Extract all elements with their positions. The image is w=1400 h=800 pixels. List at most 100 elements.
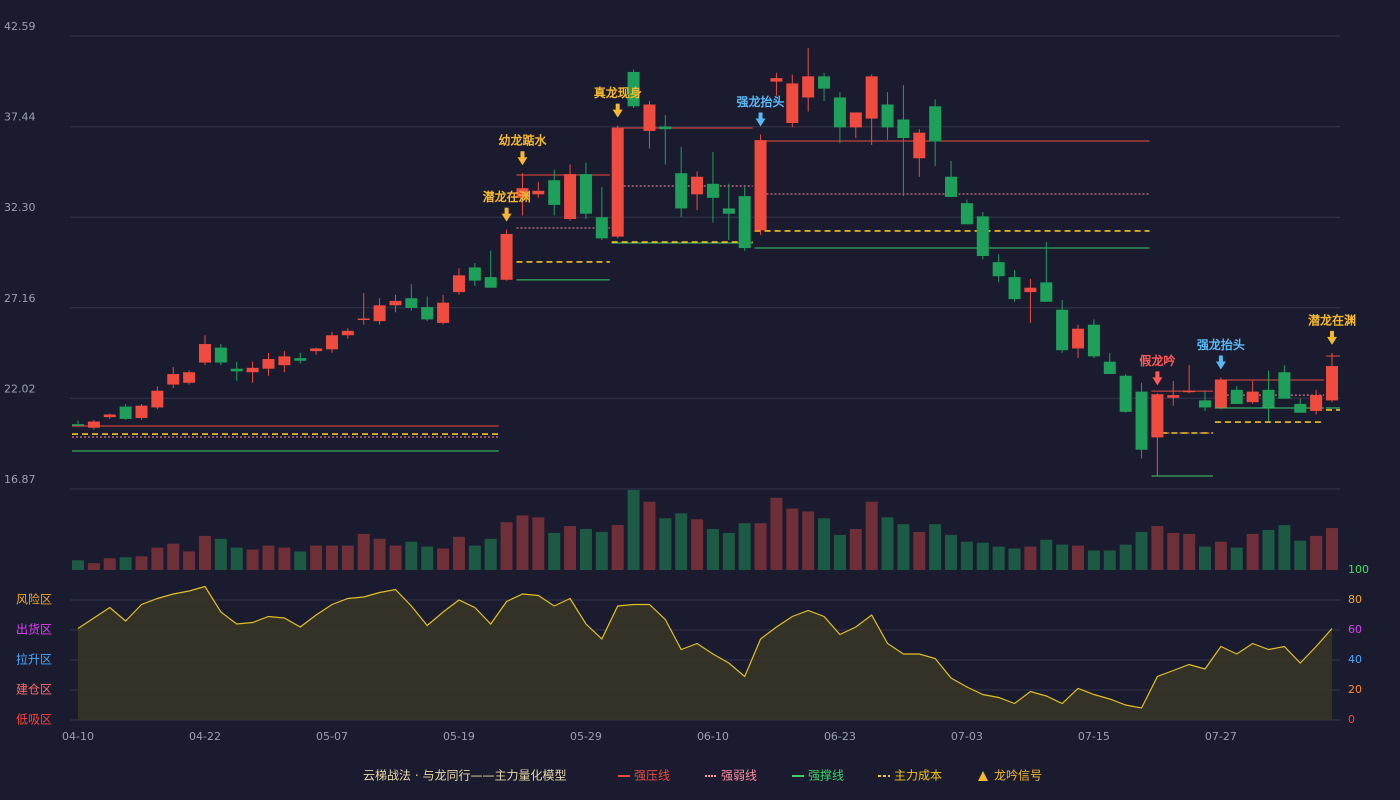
volume-bar bbox=[738, 523, 751, 570]
y2-tick-label: 80 bbox=[1348, 593, 1362, 606]
volume-bar bbox=[278, 547, 291, 570]
signal-arrow bbox=[612, 103, 623, 118]
candle-body bbox=[452, 275, 465, 293]
candle-body bbox=[1246, 391, 1259, 403]
volume-bar bbox=[849, 529, 862, 570]
candle-body bbox=[310, 348, 323, 352]
candle-body bbox=[627, 71, 640, 107]
legend-title: 云梯战法 · 与龙同行——主力量化模型 bbox=[363, 769, 566, 783]
x-tick-label: 06-23 bbox=[824, 730, 856, 743]
candle-body bbox=[1230, 389, 1243, 404]
signal-label: 强龙抬头 bbox=[737, 94, 785, 109]
candle-body bbox=[1008, 277, 1021, 300]
y2-tick-label: 60 bbox=[1348, 623, 1362, 636]
volume-bar bbox=[341, 545, 354, 570]
candle-body bbox=[325, 335, 338, 350]
candle-body bbox=[87, 421, 100, 428]
candle-body bbox=[468, 267, 481, 281]
volume-bar bbox=[532, 517, 545, 570]
candle-body bbox=[262, 359, 275, 369]
legend-label: 强弱线 bbox=[721, 769, 757, 783]
signal-label: 强龙抬头 bbox=[1197, 337, 1245, 352]
volume-bar bbox=[627, 490, 640, 570]
candle-body bbox=[151, 390, 164, 408]
x-tick-label: 05-07 bbox=[316, 730, 348, 743]
volume-bar bbox=[103, 558, 116, 570]
candle-body bbox=[294, 358, 307, 361]
candle-body bbox=[1087, 324, 1100, 357]
y-tick-label: 27.16 bbox=[4, 292, 36, 305]
volume-bar bbox=[1151, 526, 1164, 570]
volume-bar bbox=[230, 547, 243, 570]
candle-body bbox=[945, 176, 958, 197]
candle-body bbox=[691, 176, 704, 195]
y2-tick-label: 0 bbox=[1348, 713, 1355, 726]
legend-label: 主力成本 bbox=[894, 769, 942, 783]
candle-body bbox=[579, 174, 592, 214]
volume-bar bbox=[897, 524, 910, 570]
x-tick-label: 05-29 bbox=[570, 730, 602, 743]
x-tick-label: 06-10 bbox=[697, 730, 729, 743]
y-tick-label: 22.02 bbox=[4, 382, 36, 395]
candle-body bbox=[103, 414, 116, 418]
volume-bar bbox=[1087, 550, 1100, 570]
candle-body bbox=[183, 372, 196, 383]
volume-bar bbox=[167, 543, 180, 570]
volume-bar bbox=[1072, 545, 1085, 570]
candle-body bbox=[897, 119, 910, 138]
legend-label: 强撑线 bbox=[808, 768, 844, 783]
signal-label: 潜龙在渊 bbox=[483, 189, 531, 204]
zone-label: 低吸区 bbox=[16, 713, 52, 727]
volume-bar bbox=[1135, 531, 1148, 570]
volume-bar bbox=[1167, 532, 1180, 570]
volume-bar bbox=[1056, 544, 1069, 570]
signal-arrow bbox=[755, 112, 766, 127]
candle-body bbox=[1262, 389, 1275, 408]
volume-bar bbox=[72, 560, 84, 570]
candle-body bbox=[421, 307, 434, 320]
candle-body bbox=[230, 368, 243, 372]
legend-label: 强压线 bbox=[634, 769, 670, 783]
candle-body bbox=[595, 217, 608, 239]
signal-arrow bbox=[1152, 371, 1163, 386]
volume-bar bbox=[659, 518, 672, 570]
candle-body bbox=[437, 302, 450, 323]
candle-body bbox=[373, 305, 386, 322]
candle-body bbox=[992, 262, 1005, 277]
volume-bar bbox=[310, 545, 323, 570]
volume-bar bbox=[643, 501, 656, 570]
volume-bar bbox=[802, 511, 815, 570]
signal-label: 潜龙在渊 bbox=[1308, 312, 1356, 327]
x-tick-label: 07-03 bbox=[951, 730, 983, 743]
candle-body bbox=[818, 76, 831, 89]
volume-bar bbox=[484, 538, 497, 570]
candle-body bbox=[754, 140, 767, 231]
legend-label: 龙吟信号 bbox=[994, 768, 1042, 783]
volume-bar bbox=[1326, 528, 1338, 570]
candle-body bbox=[167, 373, 180, 385]
volume-bar bbox=[294, 551, 307, 570]
candle-body bbox=[1310, 395, 1323, 411]
zone-label: 拉升区 bbox=[16, 652, 52, 667]
candle-body bbox=[500, 233, 513, 280]
volume-bar bbox=[1183, 533, 1196, 570]
volume-bar bbox=[1246, 533, 1259, 570]
volume-bar bbox=[135, 556, 148, 570]
volume-bar bbox=[833, 534, 846, 570]
volume-bar bbox=[722, 532, 735, 570]
volume-bar bbox=[87, 563, 100, 570]
y-tick-label: 37.44 bbox=[4, 111, 36, 124]
candle-body bbox=[1214, 379, 1227, 408]
candle-body bbox=[214, 347, 227, 363]
y-tick-label: 42.59 bbox=[4, 20, 36, 33]
signal-arrow bbox=[1327, 330, 1337, 345]
candle-body bbox=[706, 183, 719, 198]
candle-body bbox=[119, 406, 132, 419]
candle-body bbox=[960, 203, 973, 225]
candle-body bbox=[72, 424, 84, 426]
signal-arrow bbox=[1215, 355, 1226, 370]
candle-body bbox=[976, 216, 989, 256]
candle-body bbox=[770, 78, 783, 82]
x-tick-label: 07-15 bbox=[1078, 730, 1110, 743]
